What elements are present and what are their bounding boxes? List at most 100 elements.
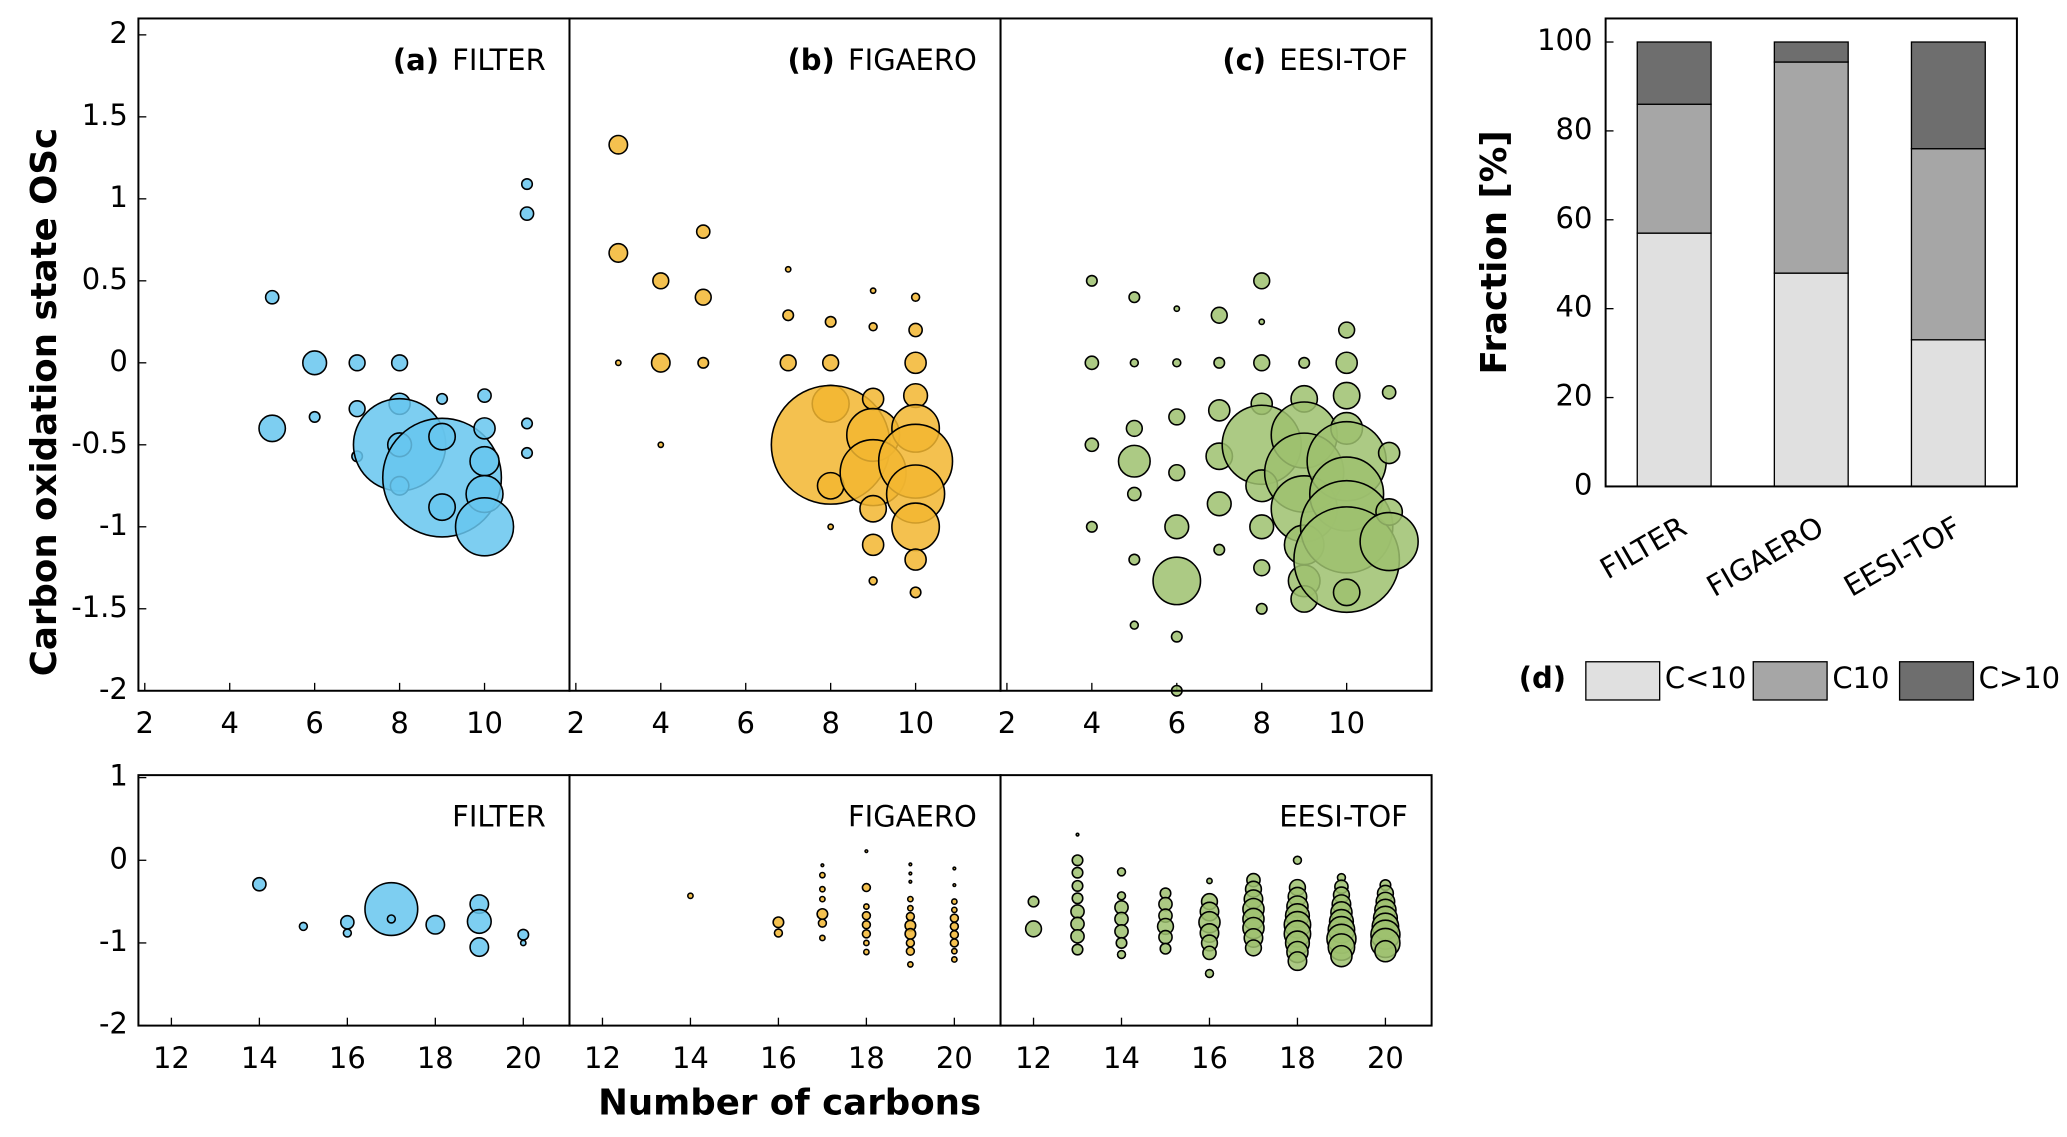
bubble — [454, 496, 515, 557]
x-tick-label: 12 — [584, 1041, 621, 1075]
bubble — [908, 862, 913, 867]
panel-title: FILTER — [452, 43, 546, 77]
bubble — [905, 946, 916, 956]
bubble — [950, 947, 958, 955]
legend-label: C>10 — [1979, 661, 2060, 695]
bar-segment — [1636, 41, 1712, 105]
bubble — [436, 392, 449, 405]
x-tick-label: 16 — [1191, 1041, 1228, 1075]
plot-frame — [999, 774, 1433, 1027]
bubble — [1374, 939, 1397, 963]
x-tick-label: FIGAERO — [1701, 510, 1830, 604]
bubble — [861, 910, 872, 921]
bubble — [1173, 305, 1181, 313]
y-tick-label: -1 — [99, 508, 128, 542]
x-tick-label: 12 — [153, 1041, 190, 1075]
bar-segment — [1910, 41, 1986, 150]
bubble — [862, 948, 870, 956]
plot-frame — [568, 17, 1002, 692]
bubble — [949, 913, 960, 923]
bubble — [520, 178, 534, 191]
y-tick-label: 1 — [109, 180, 127, 214]
x-tick-label: 2 — [998, 706, 1016, 740]
bubble — [1292, 855, 1303, 866]
bubble — [298, 921, 309, 932]
y-tick-label: -0.5 — [71, 426, 128, 460]
panel-title: FIGAERO — [848, 800, 977, 834]
bar-segment — [1636, 232, 1712, 488]
bubble — [1258, 318, 1266, 326]
bubble — [818, 895, 826, 903]
bubble — [891, 502, 941, 552]
legend-label: C10 — [1832, 661, 1889, 695]
legend-label: C<10 — [1665, 661, 1746, 695]
bubble — [308, 410, 321, 423]
bubble — [1330, 944, 1353, 968]
bubble — [869, 287, 877, 295]
bubble — [1213, 356, 1226, 369]
x-tick-label: 8 — [1253, 706, 1271, 740]
bubble — [348, 354, 366, 372]
bubble — [1298, 356, 1311, 369]
y-tick-label: -2 — [99, 1007, 128, 1041]
bubble — [1206, 877, 1213, 885]
bubble — [1116, 867, 1127, 877]
bubble — [1070, 916, 1085, 932]
bubble — [469, 937, 490, 958]
bubble — [1084, 355, 1100, 371]
bubble — [1116, 891, 1127, 901]
bubble — [1377, 441, 1401, 465]
bubble — [821, 354, 840, 372]
x-tick-label: FILTER — [1594, 510, 1692, 586]
x-axis-title: Number of carbons — [598, 1083, 981, 1124]
bubble — [906, 961, 914, 968]
x-tick-label: 2 — [136, 706, 154, 740]
bubble — [1075, 832, 1080, 837]
bubble — [687, 892, 694, 900]
bubble — [861, 929, 872, 939]
x-tick-label: 20 — [1367, 1041, 1404, 1075]
bubble — [1114, 923, 1129, 939]
bubble — [1115, 936, 1128, 950]
bubble — [773, 928, 784, 938]
bubble — [652, 272, 670, 290]
bubble — [1381, 384, 1397, 400]
bubble — [827, 523, 835, 531]
bubble — [1207, 399, 1231, 422]
bubble — [251, 876, 267, 892]
bubble — [1126, 486, 1142, 502]
x-tick-label: 8 — [390, 706, 408, 740]
bubble — [1085, 520, 1098, 533]
x-tick-label: 8 — [821, 706, 839, 740]
bubble — [348, 400, 366, 418]
bubble — [1255, 602, 1268, 615]
legend-swatch — [1898, 661, 1975, 701]
bubble — [862, 903, 870, 910]
bubble — [905, 911, 916, 922]
bubble — [1164, 514, 1190, 540]
bubble — [1253, 354, 1271, 372]
bubble — [861, 387, 885, 411]
bubble — [1202, 945, 1217, 961]
plot-frame — [137, 17, 571, 692]
panel-label: (c) — [1222, 43, 1266, 77]
panel-title: FIGAERO — [848, 43, 977, 77]
plot-frame — [1604, 17, 2018, 488]
bar-segment — [1773, 41, 1849, 63]
bubble — [1071, 943, 1084, 956]
bubble — [1070, 928, 1085, 944]
bubble — [264, 289, 280, 305]
bubble — [862, 939, 870, 947]
x-tick-label: 10 — [897, 706, 934, 740]
y-tick-label: 1.5 — [82, 98, 128, 132]
bubble — [868, 576, 878, 586]
bubble — [772, 916, 785, 929]
bubble — [906, 895, 914, 903]
bubble — [1210, 306, 1228, 324]
panel-label: (a) — [393, 43, 439, 77]
bar-segment — [1773, 272, 1849, 488]
x-tick-label: 4 — [652, 706, 670, 740]
bubble — [950, 898, 958, 906]
y-tick-label: 20 — [1556, 379, 1593, 413]
